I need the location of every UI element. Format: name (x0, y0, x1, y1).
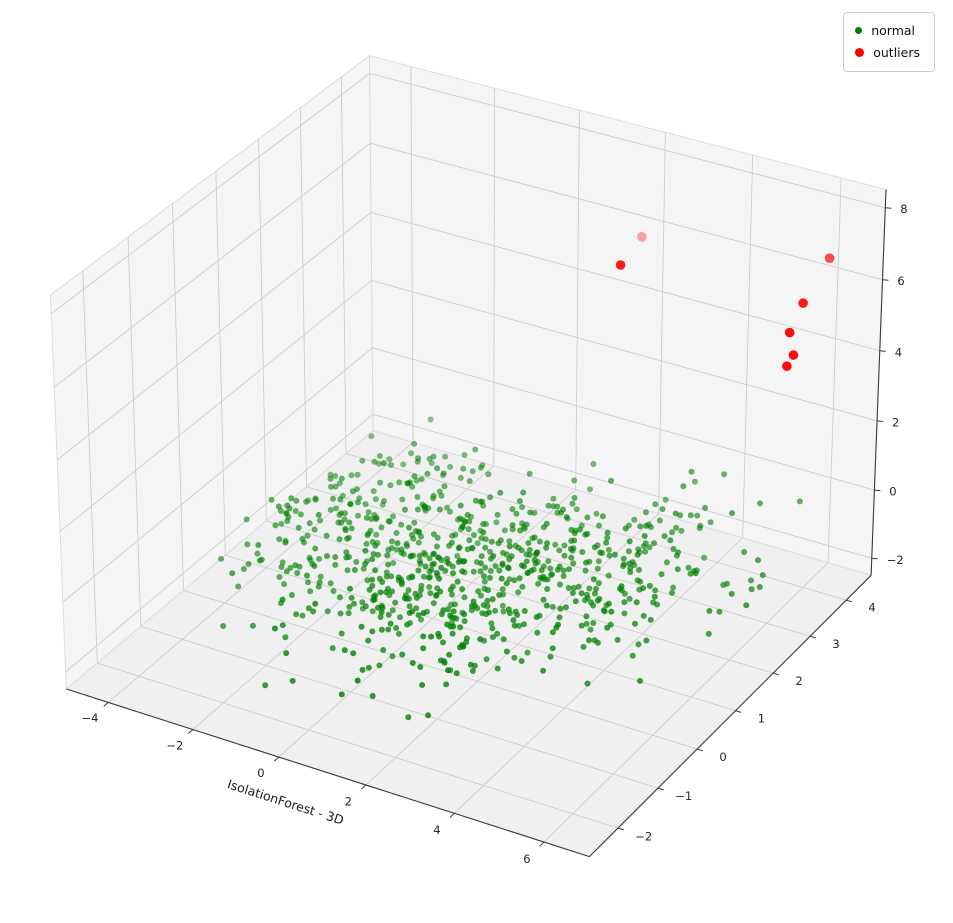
legend-item-normal: normal (855, 20, 920, 42)
svg-text:2: 2 (795, 674, 802, 688)
svg-text:4: 4 (895, 345, 902, 359)
legend-label-outliers: outliers (873, 44, 920, 60)
svg-text:1: 1 (758, 712, 765, 726)
svg-text:0: 0 (257, 766, 264, 780)
svg-text:−1: −1 (675, 789, 692, 803)
svg-text:−2: −2 (887, 553, 904, 567)
x-axis-label: IsolationForest - 3D (226, 776, 346, 827)
legend: normal outliers (843, 12, 935, 72)
svg-text:2: 2 (345, 794, 352, 808)
svg-text:4: 4 (433, 823, 440, 837)
normal-marker-icon (855, 27, 863, 35)
svg-text:6: 6 (897, 274, 904, 288)
svg-text:4: 4 (868, 601, 875, 615)
svg-text:0: 0 (719, 750, 726, 764)
axes-lines (66, 189, 892, 858)
svg-text:6: 6 (523, 852, 530, 866)
panes (49, 54, 887, 858)
scatter-points (218, 232, 835, 721)
svg-text:0: 0 (889, 485, 896, 499)
outliers-marker-icon (855, 48, 865, 58)
legend-label-normal: normal (871, 23, 916, 38)
svg-text:3: 3 (832, 637, 839, 651)
svg-text:−2: −2 (635, 829, 652, 843)
svg-text:2: 2 (892, 415, 899, 429)
legend-item-outliers: outliers (855, 42, 920, 64)
svg-text:−2: −2 (166, 738, 183, 752)
svg-text:−4: −4 (82, 711, 99, 725)
svg-text:8: 8 (900, 202, 907, 216)
gridlines (51, 66, 886, 843)
